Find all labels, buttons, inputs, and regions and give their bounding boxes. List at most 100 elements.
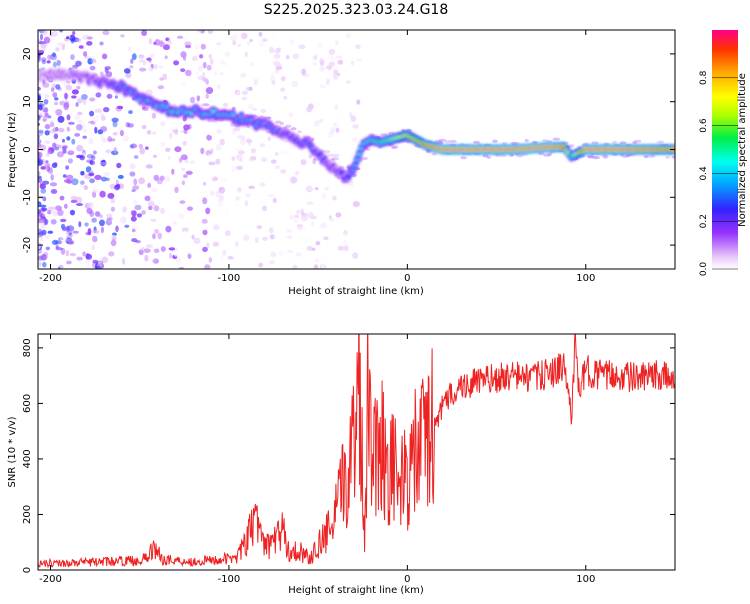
spectrogram-speckle [48,206,56,211]
spectrogram-speckle [56,151,64,158]
spectrogram-speckle [47,149,52,155]
spectrogram-speckle [44,130,50,136]
spectrogram-speckle [72,31,76,35]
spectrogram-speckle [267,194,275,198]
spectrogram-speckle [115,183,121,189]
spectrogram-speckle [173,250,179,257]
spectrogram-speckle [67,150,75,156]
spectrogram-speckle [332,122,338,127]
spectrogram-speckle [93,150,97,155]
spectrogram-speckle [38,231,44,236]
spectrogram-speckle [296,209,301,215]
spectrogram-speckle [79,184,84,188]
spectrogram-speckle [141,30,147,36]
spectrogram-speckle [158,65,164,69]
spectrogram-speckle [297,130,302,134]
spectrogram-speckle [241,96,248,101]
spectrogram-speckle [153,248,160,254]
spectrogram-speckle [194,44,199,51]
spectrogram-speckle [260,255,267,260]
spectrogram-speckle [76,144,83,152]
spectrogram-speckle [157,85,165,90]
spectrogram-speckle [319,66,326,72]
spectrogram-speckle [473,140,480,144]
spectrogram-speckle [391,145,397,150]
spectrogram-speckle [130,58,134,64]
spectrogram-speckle [269,234,275,240]
spectrogram-speckle [165,225,172,233]
spectrogram-speckle [89,160,96,166]
spectrogram-speckle [275,47,282,51]
spectrogram-speckle [205,207,211,215]
spectrogram-speckle [66,179,73,184]
spectrogram-speckle [65,230,69,235]
spectrogram-speckle [157,232,163,240]
spectrogram-speckle [88,138,94,145]
spectrogram-speckle [208,53,212,59]
spectrogram-speckle [68,199,72,204]
spectrogram-speckle [449,139,457,143]
spectrogram-speckle [278,187,284,192]
spectrogram-speckle [42,118,47,122]
spectrogram-speckle [42,196,47,202]
spectrogram-speckle [187,251,193,258]
spectrogram-speckle [57,209,64,217]
spectrogram-speckle [169,132,173,140]
spectrogram-speckle [252,107,257,111]
spectrogram-speckle [43,99,49,105]
spectrogram-speckle [52,61,57,68]
spectrogram-xtick-label: -200 [39,273,62,284]
spectrogram-speckle [67,240,75,245]
colorbar-gradient [712,30,738,269]
spectrogram-speckle [257,213,261,218]
spectrogram-speckle [53,162,58,167]
spectrogram-speckle [56,59,61,67]
spectrogram-speckle [50,122,55,128]
spectrogram-speckle [58,109,62,116]
spectrogram-speckle [141,124,147,130]
spectrogram-speckle [268,227,274,234]
spectrogram-speckle [673,155,675,159]
spectrogram-speckle [305,185,313,193]
spectrogram-speckle [324,187,330,191]
spectrogram-speckle [333,153,340,158]
spectrogram-speckle [164,55,168,59]
spectrogram-speckle [110,234,116,239]
spectrogram-speckle [38,96,42,102]
spectrogram-speckle [350,60,355,66]
spectrogram-speckle [78,123,86,129]
spectrogram-speckle [110,239,117,247]
spectrogram-speckle [117,174,124,179]
spectrogram-speckle [205,87,214,94]
spectrogram-speckle [250,148,256,154]
spectrogram-speckle [55,247,63,251]
spectrogram-speckle [116,162,122,169]
spectrogram-speckle [94,108,103,113]
spectrogram-speckle [591,141,599,145]
spectrogram-speckle [250,62,255,67]
spectrogram-speckle [42,82,50,88]
spectrogram-speckle [41,30,48,36]
spectrogram-speckle [300,159,307,166]
spectrogram-speckle [340,102,347,108]
spectrogram-speckle [78,221,82,228]
spectrogram-speckle [245,87,253,91]
spectrogram-speckle [352,252,359,259]
snr-axes: -200 -100 0 100 0 200 400 600 800 [22,334,675,585]
spectrogram-speckle [280,169,287,174]
spectrogram-speckle [52,142,57,148]
spectrogram-speckle [133,155,139,159]
spectrogram-speckle [592,156,600,160]
spectrogram-speckle [64,92,68,100]
spectrogram-speckle [159,77,165,81]
spectrogram-speckle [184,70,189,75]
spectrogram-speckle [71,138,76,145]
spectrogram-speckle [45,140,51,144]
spectrogram-speckle [208,131,216,136]
spectrogram-speckle [82,135,87,139]
spectrogram-speckle [148,38,153,45]
spectrogram-speckle [209,58,214,65]
spectrogram-ytick-label: 20 [22,48,33,61]
spectrogram-speckle [160,141,165,147]
